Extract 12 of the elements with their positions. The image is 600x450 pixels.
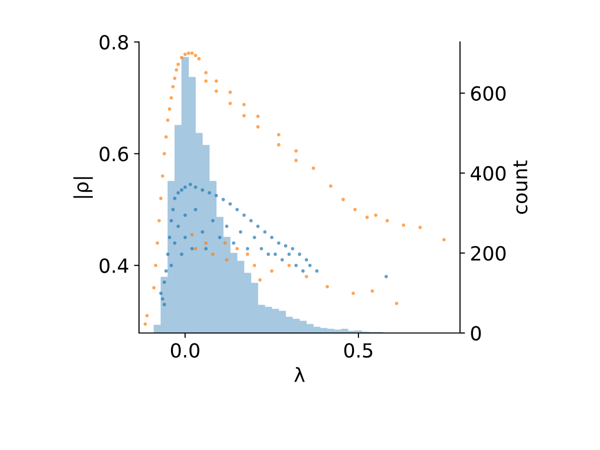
x-axis-title: λ	[294, 367, 305, 382]
y2-axis-title: count	[514, 160, 528, 214]
y2-tick-label: 400	[470, 166, 506, 181]
x-tick-label: 0.5	[344, 343, 372, 358]
y2-tick-label: 600	[471, 86, 506, 101]
y-tick-label: 0.6	[100, 146, 128, 162]
y-tick-label: 0.8	[100, 34, 128, 50]
x-tick-label: 0.0	[170, 343, 200, 358]
y2-tick-label: 200	[471, 246, 506, 261]
y-tick-label: 0.4	[100, 258, 128, 274]
y2-tick-label: 0	[471, 326, 481, 341]
y-axis-title: |ρ|	[73, 177, 93, 198]
